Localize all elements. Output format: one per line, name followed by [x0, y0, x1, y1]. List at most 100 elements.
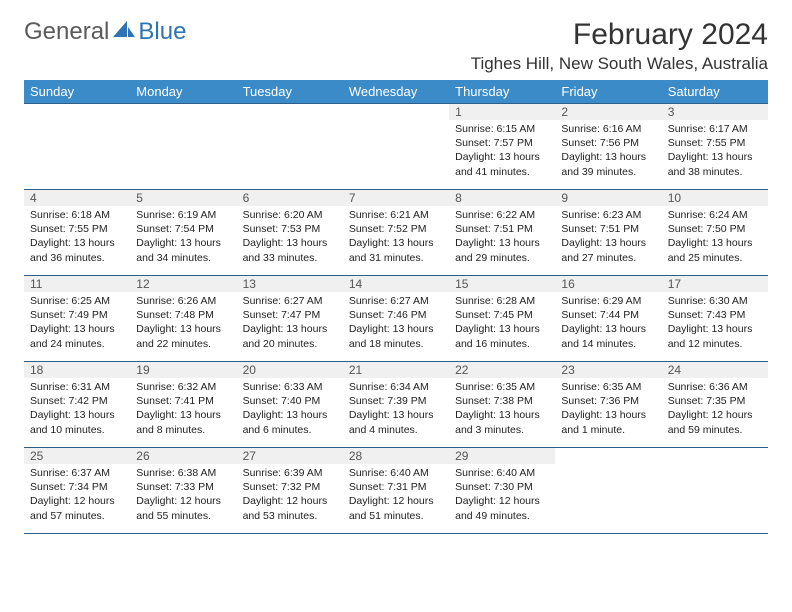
weekday-header: Tuesday	[237, 80, 343, 104]
day-number: 12	[130, 276, 236, 292]
brand-logo: General Blue	[24, 18, 186, 46]
day-number: 18	[24, 362, 130, 378]
day-number	[130, 104, 236, 120]
weekday-header: Sunday	[24, 80, 130, 104]
calendar-day-cell	[343, 104, 449, 190]
day-content	[237, 120, 343, 126]
calendar-table: Sunday Monday Tuesday Wednesday Thursday…	[24, 80, 768, 534]
day-info-line: Sunrise: 6:29 AM	[561, 294, 655, 308]
day-number	[237, 104, 343, 120]
day-number: 15	[449, 276, 555, 292]
day-info-line: Sunrise: 6:33 AM	[243, 380, 337, 394]
day-content	[130, 120, 236, 126]
calendar-day-cell: 9Sunrise: 6:23 AMSunset: 7:51 PMDaylight…	[555, 190, 661, 276]
day-number: 4	[24, 190, 130, 206]
day-info-line: Sunset: 7:32 PM	[243, 480, 337, 494]
day-info-line: Sunrise: 6:15 AM	[455, 122, 549, 136]
calendar-day-cell: 13Sunrise: 6:27 AMSunset: 7:47 PMDayligh…	[237, 276, 343, 362]
day-info-line: Daylight: 13 hours and 31 minutes.	[349, 236, 443, 264]
day-info-line: Daylight: 12 hours and 59 minutes.	[668, 408, 762, 436]
calendar-day-cell: 21Sunrise: 6:34 AMSunset: 7:39 PMDayligh…	[343, 362, 449, 448]
day-number: 13	[237, 276, 343, 292]
day-content: Sunrise: 6:25 AMSunset: 7:49 PMDaylight:…	[24, 292, 130, 355]
day-info-line: Sunrise: 6:39 AM	[243, 466, 337, 480]
calendar-day-cell: 5Sunrise: 6:19 AMSunset: 7:54 PMDaylight…	[130, 190, 236, 276]
day-content: Sunrise: 6:33 AMSunset: 7:40 PMDaylight:…	[237, 378, 343, 441]
day-content: Sunrise: 6:27 AMSunset: 7:47 PMDaylight:…	[237, 292, 343, 355]
day-number: 7	[343, 190, 449, 206]
day-info-line: Sunrise: 6:19 AM	[136, 208, 230, 222]
header: General Blue February 2024 Tighes Hill, …	[24, 18, 768, 74]
day-number: 22	[449, 362, 555, 378]
day-info-line: Sunset: 7:31 PM	[349, 480, 443, 494]
calendar-day-cell: 3Sunrise: 6:17 AMSunset: 7:55 PMDaylight…	[662, 104, 768, 190]
calendar-day-cell: 25Sunrise: 6:37 AMSunset: 7:34 PMDayligh…	[24, 448, 130, 534]
day-content: Sunrise: 6:15 AMSunset: 7:57 PMDaylight:…	[449, 120, 555, 183]
day-number: 8	[449, 190, 555, 206]
day-info-line: Sunset: 7:47 PM	[243, 308, 337, 322]
calendar-day-cell: 26Sunrise: 6:38 AMSunset: 7:33 PMDayligh…	[130, 448, 236, 534]
day-info-line: Sunrise: 6:31 AM	[30, 380, 124, 394]
calendar-day-cell: 1Sunrise: 6:15 AMSunset: 7:57 PMDaylight…	[449, 104, 555, 190]
day-info-line: Sunset: 7:49 PM	[30, 308, 124, 322]
day-info-line: Sunset: 7:46 PM	[349, 308, 443, 322]
day-info-line: Sunrise: 6:18 AM	[30, 208, 124, 222]
calendar-day-cell	[662, 448, 768, 534]
day-content: Sunrise: 6:29 AMSunset: 7:44 PMDaylight:…	[555, 292, 661, 355]
day-content: Sunrise: 6:16 AMSunset: 7:56 PMDaylight:…	[555, 120, 661, 183]
day-content: Sunrise: 6:18 AMSunset: 7:55 PMDaylight:…	[24, 206, 130, 269]
day-info-line: Sunrise: 6:35 AM	[455, 380, 549, 394]
day-info-line: Sunset: 7:55 PM	[30, 222, 124, 236]
day-info-line: Sunset: 7:55 PM	[668, 136, 762, 150]
day-content: Sunrise: 6:28 AMSunset: 7:45 PMDaylight:…	[449, 292, 555, 355]
day-info-line: Sunrise: 6:35 AM	[561, 380, 655, 394]
day-info-line: Sunset: 7:51 PM	[561, 222, 655, 236]
day-info-line: Sunset: 7:33 PM	[136, 480, 230, 494]
day-info-line: Daylight: 13 hours and 38 minutes.	[668, 150, 762, 178]
day-content: Sunrise: 6:20 AMSunset: 7:53 PMDaylight:…	[237, 206, 343, 269]
calendar-day-cell: 14Sunrise: 6:27 AMSunset: 7:46 PMDayligh…	[343, 276, 449, 362]
day-number: 27	[237, 448, 343, 464]
title-block: February 2024 Tighes Hill, New South Wal…	[471, 18, 768, 74]
day-content: Sunrise: 6:30 AMSunset: 7:43 PMDaylight:…	[662, 292, 768, 355]
calendar-day-cell: 20Sunrise: 6:33 AMSunset: 7:40 PMDayligh…	[237, 362, 343, 448]
day-info-line: Daylight: 13 hours and 12 minutes.	[668, 322, 762, 350]
day-info-line: Sunset: 7:45 PM	[455, 308, 549, 322]
day-number: 20	[237, 362, 343, 378]
day-number: 16	[555, 276, 661, 292]
day-info-line: Daylight: 13 hours and 18 minutes.	[349, 322, 443, 350]
day-info-line: Daylight: 13 hours and 34 minutes.	[136, 236, 230, 264]
day-info-line: Sunrise: 6:27 AM	[243, 294, 337, 308]
day-info-line: Sunset: 7:53 PM	[243, 222, 337, 236]
day-info-line: Daylight: 13 hours and 6 minutes.	[243, 408, 337, 436]
calendar-day-cell: 27Sunrise: 6:39 AMSunset: 7:32 PMDayligh…	[237, 448, 343, 534]
day-info-line: Sunrise: 6:21 AM	[349, 208, 443, 222]
day-number: 28	[343, 448, 449, 464]
calendar-week-row: 25Sunrise: 6:37 AMSunset: 7:34 PMDayligh…	[24, 448, 768, 534]
day-content: Sunrise: 6:22 AMSunset: 7:51 PMDaylight:…	[449, 206, 555, 269]
day-info-line: Daylight: 13 hours and 16 minutes.	[455, 322, 549, 350]
day-number	[343, 104, 449, 120]
day-number	[24, 104, 130, 120]
day-number: 5	[130, 190, 236, 206]
day-info-line: Daylight: 13 hours and 4 minutes.	[349, 408, 443, 436]
day-number: 21	[343, 362, 449, 378]
calendar-day-cell: 8Sunrise: 6:22 AMSunset: 7:51 PMDaylight…	[449, 190, 555, 276]
day-info-line: Daylight: 13 hours and 24 minutes.	[30, 322, 124, 350]
calendar-day-cell: 6Sunrise: 6:20 AMSunset: 7:53 PMDaylight…	[237, 190, 343, 276]
calendar-day-cell	[130, 104, 236, 190]
calendar-day-cell	[237, 104, 343, 190]
calendar-day-cell: 16Sunrise: 6:29 AMSunset: 7:44 PMDayligh…	[555, 276, 661, 362]
day-number: 19	[130, 362, 236, 378]
day-info-line: Sunset: 7:57 PM	[455, 136, 549, 150]
day-info-line: Daylight: 13 hours and 25 minutes.	[668, 236, 762, 264]
day-info-line: Sunrise: 6:24 AM	[668, 208, 762, 222]
day-info-line: Sunrise: 6:22 AM	[455, 208, 549, 222]
brand-text-1: General	[24, 18, 109, 46]
day-info-line: Sunrise: 6:37 AM	[30, 466, 124, 480]
day-content: Sunrise: 6:17 AMSunset: 7:55 PMDaylight:…	[662, 120, 768, 183]
day-content: Sunrise: 6:35 AMSunset: 7:36 PMDaylight:…	[555, 378, 661, 441]
day-content: Sunrise: 6:24 AMSunset: 7:50 PMDaylight:…	[662, 206, 768, 269]
day-info-line: Daylight: 13 hours and 36 minutes.	[30, 236, 124, 264]
day-info-line: Sunrise: 6:17 AM	[668, 122, 762, 136]
